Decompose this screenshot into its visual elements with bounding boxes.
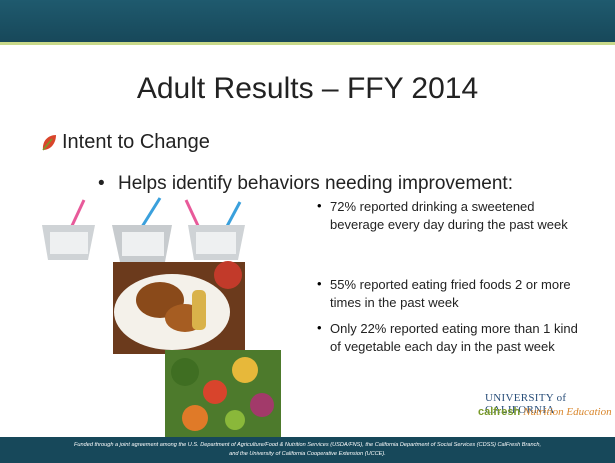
point-text: 72% reported drinking a sweetened bevera… [330, 199, 568, 232]
slide-title: Adult Results – FFY 2014 [136, 72, 479, 105]
point-text: 55% reported eating fried foods 2 or mor… [330, 277, 571, 310]
bullet-dot: • [317, 320, 322, 335]
leaf-bullet [42, 135, 56, 151]
logo-calfresh: calfresh Nutrition Education [478, 406, 612, 418]
header-bar [0, 0, 615, 45]
logo-tagline: Nutrition Education [523, 406, 612, 418]
footer-text: Funded through a joint agreement among t… [73, 442, 542, 448]
sub-bullet-text: Helps identify behaviors needing improve… [118, 173, 513, 194]
sugar-glasses-image [40, 197, 250, 262]
bullet-dot: • [317, 276, 322, 291]
footer-text: and the University of California Coopera… [229, 451, 386, 457]
bullet-dot: • [317, 198, 322, 213]
point-text: Only 22% reported eating more than 1 kin… [330, 321, 578, 354]
bullet-text: Intent to Change [62, 131, 210, 153]
logo-brand: calfresh [478, 406, 521, 418]
bullet-dot: • [98, 173, 105, 194]
vegetables-image [165, 350, 281, 437]
fried-food-image [113, 261, 245, 354]
logo-university: UNIVERSITY of CALIFORNIA [485, 392, 567, 416]
footer-bar: Funded through a joint agreement among t… [0, 437, 615, 463]
